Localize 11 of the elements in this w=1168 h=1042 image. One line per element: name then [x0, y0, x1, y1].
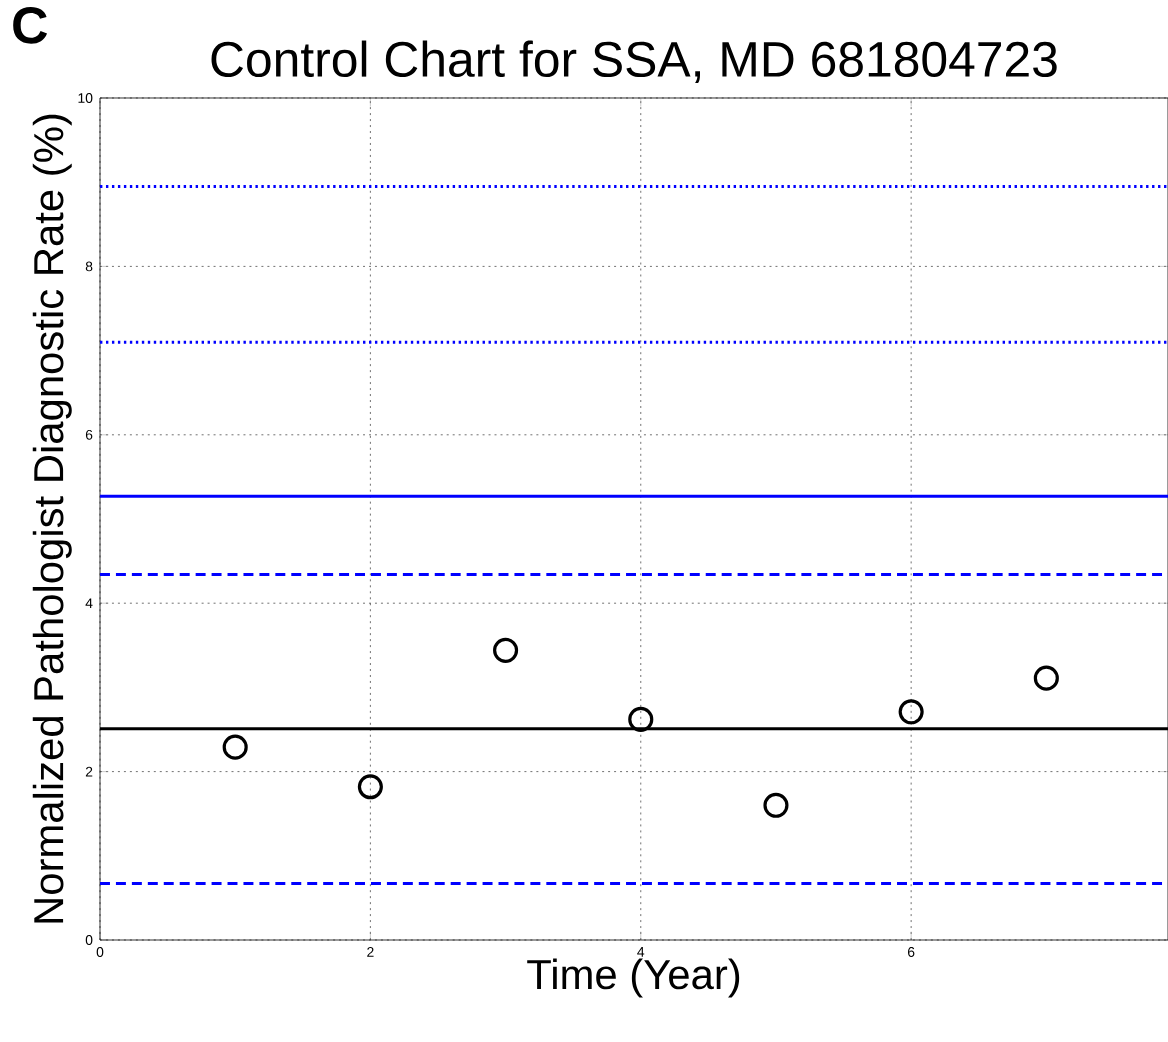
point	[628, 706, 654, 732]
point	[222, 734, 248, 760]
text: C	[13, 7, 48, 44]
x-axis-title: Time (Year)	[527, 958, 740, 998]
point	[898, 699, 924, 725]
point	[1033, 665, 1059, 691]
point	[357, 774, 383, 800]
point	[763, 792, 789, 818]
y-axis-title: Normalized Pathologist Diagnostic Rate (%)	[32, 114, 72, 923]
point	[493, 637, 519, 663]
chart-title: Control Chart for SSA, MD 681804723	[211, 40, 1057, 83]
